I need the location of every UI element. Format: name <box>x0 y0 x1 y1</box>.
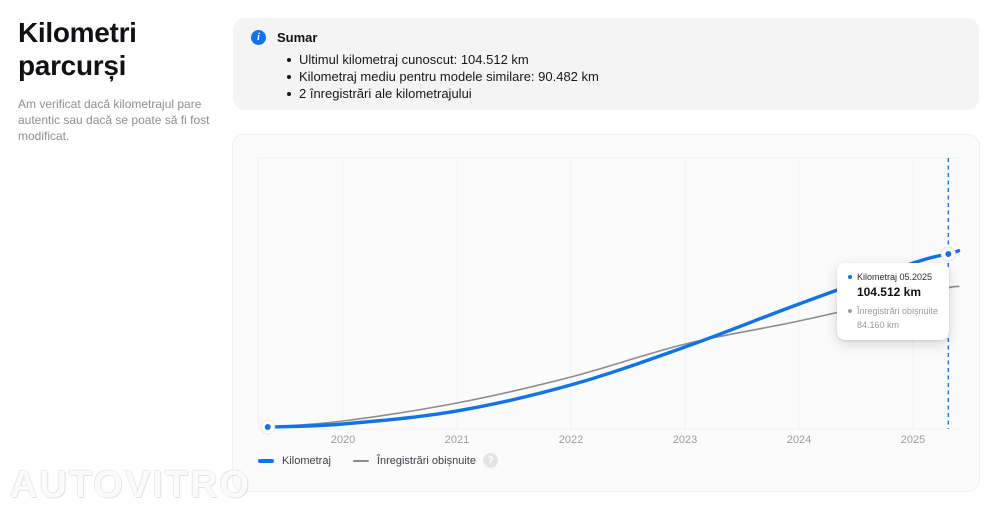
tooltip-usual-records-bullet-icon <box>847 309 852 313</box>
tooltip-usual-records-label: Înregistrări obișnuite <box>856 306 938 316</box>
legend-kilometraj-label: Kilometraj <box>282 454 331 467</box>
legend-item-usual-records: Înregistrări obișnuite ? <box>352 453 498 468</box>
kilometraj-line-swatch-icon <box>258 458 274 463</box>
tooltip-kilometraj-bullet-icon <box>847 275 852 279</box>
summary-item-last-mileage: Ultimul kilometraj cunoscut: 104.512 km <box>287 51 963 68</box>
legend-usual-records-label: Înregistrări obișnuite <box>376 454 476 467</box>
summary-item-record-count: 2 înregistrări ale kilometrajului <box>287 85 963 102</box>
usual-records-line-swatch-icon <box>352 459 369 462</box>
summary-item-average-mileage: Kilometraj mediu pentru modele similare:… <box>287 68 963 85</box>
record-marker-dot-1 <box>943 248 954 259</box>
series-line-kilometraj <box>266 249 961 429</box>
site-watermark: AUTOVITRO <box>10 464 252 506</box>
summary-title: Sumar <box>277 30 318 45</box>
chart-legend: Kilometraj Înregistrări obișnuite ? <box>258 453 498 468</box>
summary-card: i Sumar Ultimul kilometraj cunoscut: 104… <box>233 18 979 110</box>
left-panel: Kilometri parcurși Am verificat dacă kil… <box>18 16 210 144</box>
tooltip-kilometraj-label: Kilometraj 05.2025 <box>856 272 932 282</box>
tooltip-usual-records-value: 84.160 km <box>856 320 899 330</box>
page-title: Kilometri parcurși <box>18 17 137 81</box>
summary-list: Ultimul kilometraj cunoscut: 104.512 km … <box>243 51 963 102</box>
chart-tooltip: Kilometraj 05.2025 104.512 km Înregistră… <box>836 263 949 340</box>
help-icon[interactable]: ? <box>482 453 498 468</box>
mileage-chart-card: 2020 2021 2022 2023 2024 2025 Kilometraj 05.2… <box>232 134 980 492</box>
record-marker-dot-0 <box>262 422 273 432</box>
tooltip-kilometraj-value: 104.512 km <box>856 285 922 299</box>
info-icon: i <box>251 30 266 45</box>
legend-item-kilometraj: Kilometraj <box>258 455 331 467</box>
page-description: Am verificat dacă kilometrajul pare aute… <box>18 97 210 143</box>
